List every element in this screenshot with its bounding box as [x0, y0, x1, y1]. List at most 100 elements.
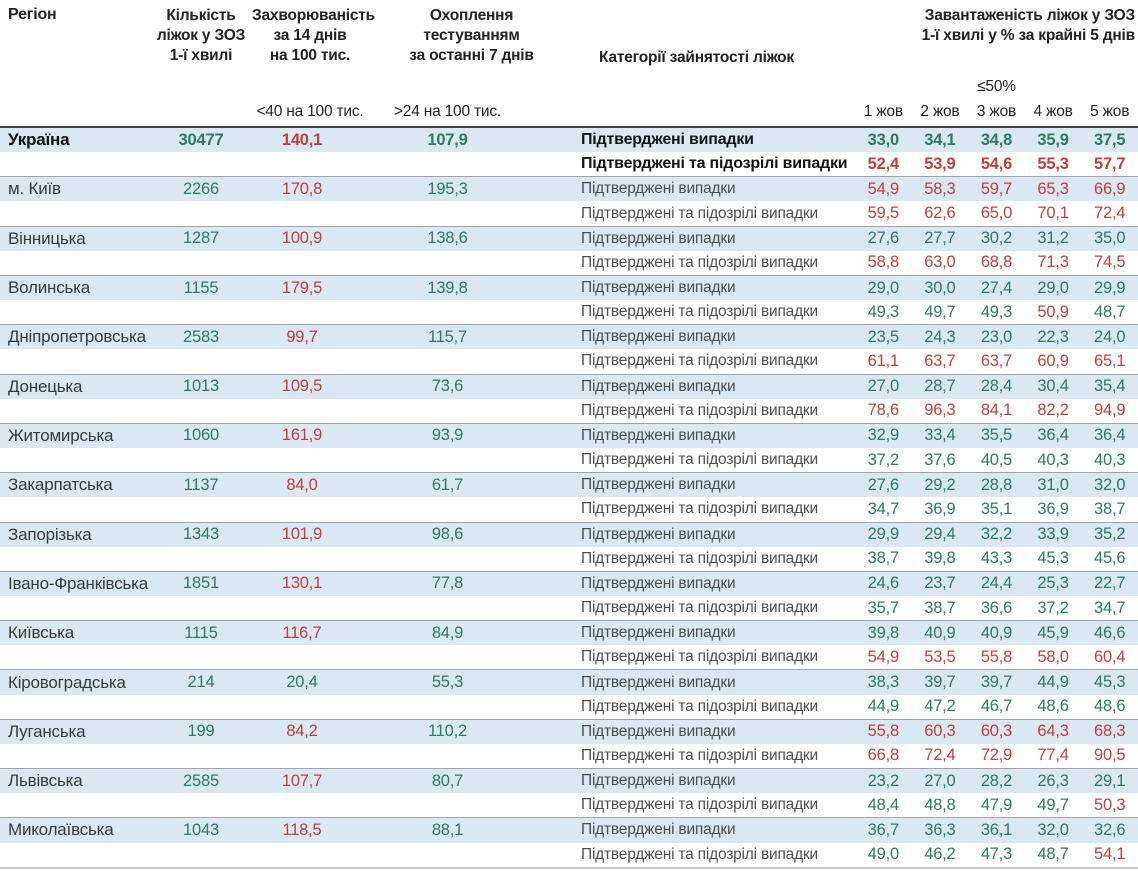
- incidence-value: 116,7: [282, 623, 322, 642]
- row-confirmed: Івано-Франківська 1851 130,1 77,8 Підтвердже…: [0, 571, 1138, 596]
- occupancy-value: 28,4: [980, 377, 1013, 396]
- region-name: Вінницька: [8, 228, 86, 248]
- occupancy-value: 29,9: [867, 525, 900, 544]
- occupancy-value: 47,2: [924, 697, 956, 716]
- region-name: Львівська: [8, 771, 83, 791]
- date-column-header: 5 жов: [1090, 103, 1130, 120]
- occupancy-value: 60,4: [1094, 647, 1126, 666]
- occupancy-value: 70,1: [1037, 204, 1069, 223]
- occupancy-value: 32,0: [1037, 820, 1069, 839]
- region-name: Кіровоградська: [8, 672, 126, 692]
- occupancy-value: 58,3: [924, 179, 956, 198]
- occupancy-value: 27,0: [867, 377, 900, 396]
- occupancy-value: 23,0: [980, 327, 1013, 346]
- occupancy-value: 24,0: [1094, 327, 1126, 346]
- region-block: Дніпропетровська 2583 99,7 115,7 Підтверджен…: [0, 324, 1138, 373]
- occupancy-value: 49,7: [924, 302, 956, 321]
- col-header-testing: Охоплення тестуванням за останні 7 днів: [409, 7, 534, 64]
- occupancy-value: 53,5: [924, 647, 956, 666]
- occupancy-value: 24,6: [867, 574, 900, 593]
- occupancy-value: 29,4: [924, 525, 956, 544]
- region-name: Україна: [8, 130, 70, 150]
- region-name: Запорізька: [8, 524, 92, 544]
- occupancy-value: 36,7: [867, 820, 900, 839]
- occupancy-value: 39,8: [867, 623, 900, 642]
- occupancy-value: 59,5: [867, 204, 900, 223]
- incidence-value: 100,9: [281, 229, 323, 248]
- occupancy-value: 72,9: [980, 746, 1013, 765]
- beds-value: 1013: [183, 377, 219, 396]
- occupancy-value: 38,3: [867, 673, 900, 692]
- occupancy-value: 36,9: [1037, 499, 1069, 518]
- occupancy-value: 61,1: [867, 351, 900, 370]
- occupancy-value: 27,4: [980, 278, 1013, 297]
- occupancy-value: 68,8: [980, 253, 1013, 272]
- row-confirmed: Вінницька 1287 100,9 138,6 Підтверджені випа…: [0, 226, 1138, 251]
- date-column-header: 4 жов: [1033, 103, 1073, 120]
- category-label: Підтверджені випадки: [581, 377, 736, 395]
- occupancy-value: 74,5: [1094, 253, 1126, 272]
- occupancy-value: 38,7: [867, 549, 900, 568]
- row-confirmed: Кіровоградська 214 20,4 55,3 Підтверджені ви…: [0, 670, 1138, 695]
- occupancy-value: 60,3: [924, 722, 956, 741]
- beds-value: 1287: [183, 229, 219, 248]
- incidence-value: 118,5: [282, 820, 322, 839]
- occupancy-value: 60,9: [1037, 351, 1069, 370]
- region-name: Закарпатська: [8, 475, 113, 495]
- category-label: Підтверджені випадки: [581, 624, 736, 642]
- occupancy-value: 28,7: [924, 377, 956, 396]
- occupancy-value: 35,2: [1094, 525, 1126, 544]
- category-label: Підтверджені випадки: [581, 476, 736, 494]
- category-label: Підтверджені та підозрілі випадки: [581, 204, 818, 222]
- occupancy-value: 33,0: [867, 130, 900, 149]
- beds-value: 214: [187, 673, 215, 692]
- occupancy-value: 24,3: [924, 327, 956, 346]
- occupancy-value: 48,6: [1037, 697, 1069, 716]
- category-label: Підтверджені випадки: [581, 821, 736, 839]
- occupancy-value: 94,9: [1094, 401, 1126, 420]
- col-header-categories: Категорії зайнятості ліжок: [599, 49, 794, 66]
- occupancy-value: 65,0: [980, 204, 1013, 223]
- row-confirmed-suspected: Підтверджені та підозрілі випадки 66,8 72,…: [0, 744, 1138, 768]
- table-header: Регіон Кількість ліжок у ЗОЗ 1-ї хвилі З…: [0, 0, 1138, 128]
- incidence-value: 84,0: [286, 475, 318, 494]
- occupancy-value: 24,4: [980, 574, 1013, 593]
- occupancy-value: 78,6: [867, 401, 900, 420]
- incidence-value: 130,1: [281, 574, 323, 593]
- category-label: Підтверджені та підозрілі випадки: [581, 401, 818, 419]
- beds-value: 2266: [183, 179, 219, 198]
- occupancy-value: 30,0: [924, 278, 956, 297]
- row-confirmed-suspected: Підтверджені та підозрілі випадки 49,3 49,…: [0, 300, 1138, 324]
- occupancy-value: 26,3: [1037, 771, 1069, 790]
- occupancy-value: 54,1: [1094, 845, 1126, 864]
- occupancy-value: 72,4: [924, 746, 956, 765]
- category-label: Підтверджені випадки: [581, 772, 736, 790]
- row-confirmed: Запорізька 1343 101,9 98,6 Підтверджені випа…: [0, 522, 1138, 547]
- category-label: Підтверджені та підозрілі випадки: [581, 253, 818, 271]
- region-name: Волинська: [8, 278, 91, 298]
- occupancy-value: 39,7: [980, 673, 1013, 692]
- occupancy-value: 68,3: [1094, 722, 1126, 741]
- occupancy-value: 71,3: [1037, 253, 1069, 272]
- testing-value: 138,6: [427, 229, 468, 248]
- occupancy-value: 31,2: [1037, 229, 1069, 248]
- occupancy-value: 62,6: [924, 204, 956, 223]
- occupancy-value: 50,9: [1037, 302, 1069, 321]
- row-confirmed-suspected: Підтверджені та підозрілі випадки 44,9 47,…: [0, 695, 1138, 719]
- incidence-value: 179,5: [281, 278, 323, 297]
- occupancy-value: 65,3: [1037, 179, 1069, 198]
- region-block: Львівська 2585 107,7 80,7 Підтверджені випад…: [0, 768, 1138, 817]
- occupancy-value: 96,3: [924, 401, 956, 420]
- occupancy-value: 60,3: [980, 722, 1013, 741]
- category-label: Підтверджені та підозрілі випадки: [581, 599, 818, 617]
- occupancy-value: 45,9: [1037, 623, 1069, 642]
- row-confirmed: Волинська 1155 179,5 139,8 Підтверджені випа…: [0, 275, 1138, 301]
- occupancy-value: 38,7: [924, 598, 956, 617]
- occupancy-value: 57,7: [1094, 154, 1126, 173]
- beds-value: 1851: [183, 574, 219, 593]
- occupancy-value: 40,5: [980, 450, 1013, 469]
- row-confirmed: Донецька 1013 109,5 73,6 Підтверджені випадк…: [0, 374, 1138, 399]
- row-confirmed: Київська 1115 116,7 84,9 Підтверджені випадк…: [0, 621, 1138, 646]
- incidence-threshold-note: <40 на 100 тис.: [256, 103, 364, 120]
- occupancy-value: 27,6: [867, 475, 900, 494]
